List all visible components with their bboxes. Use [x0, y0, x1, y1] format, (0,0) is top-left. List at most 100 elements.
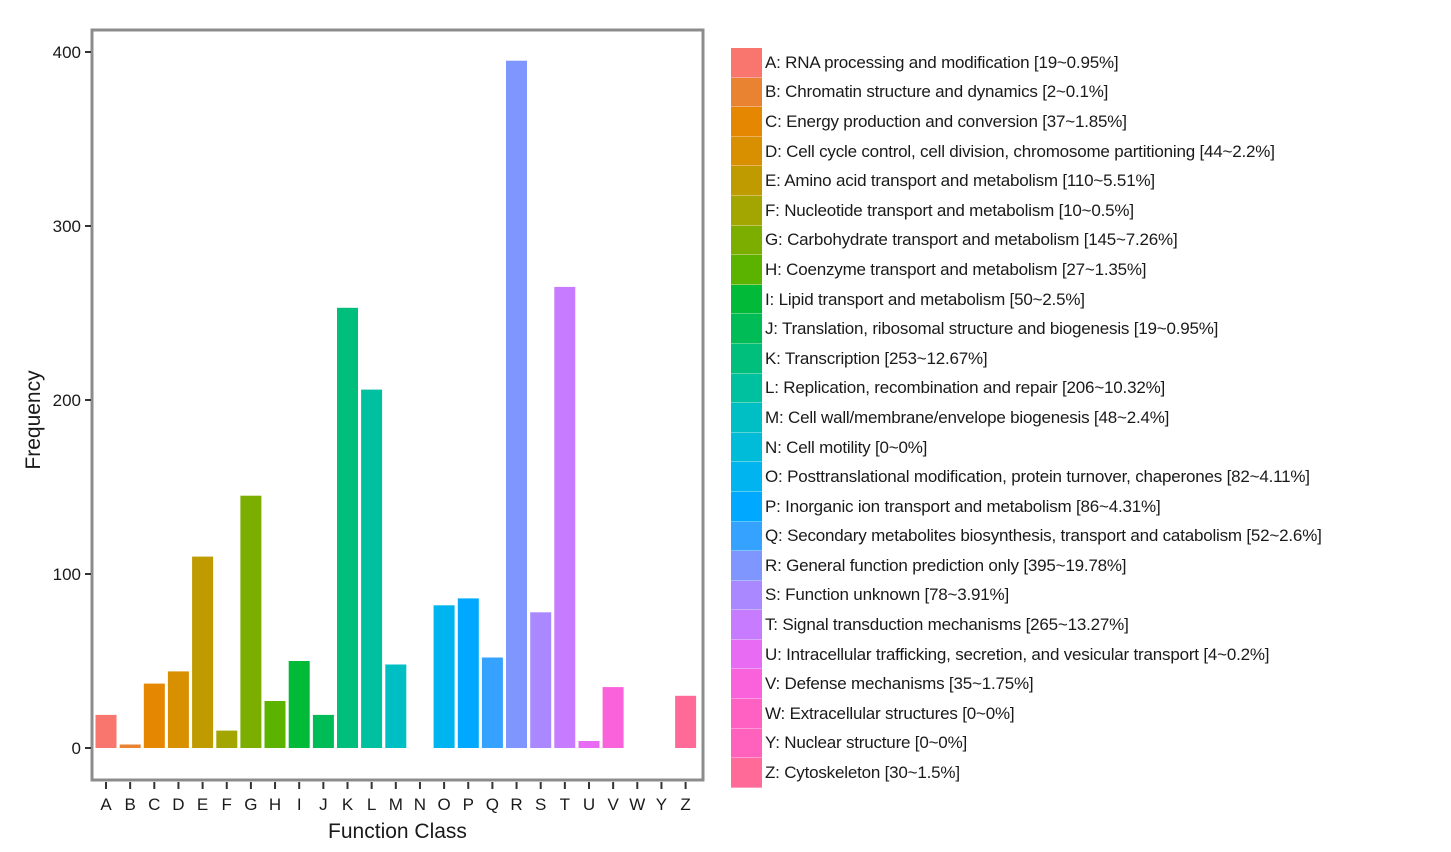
legend-key-swatch [731, 284, 762, 315]
x-tick-label: F [222, 795, 232, 814]
bar-A [95, 714, 117, 748]
legend-label: H: Coenzyme transport and metabolism [27… [765, 259, 1147, 279]
legend-key-swatch [731, 314, 762, 344]
x-tick-label: G [244, 795, 257, 814]
legend-item: D: Cell cycle control, cell division, ch… [731, 136, 1322, 167]
x-tick-label: D [172, 795, 184, 814]
x-tick-label: J [319, 795, 328, 814]
bar-D [167, 671, 189, 748]
legend-label: U: Intracellular trafficking, secretion,… [765, 644, 1270, 664]
legend: A: RNA processing and modification [19~0… [731, 48, 1322, 788]
legend-label: G: Carbohydrate transport and metabolism… [765, 230, 1178, 250]
legend-label: S: Function unknown [78~3.91%] [765, 585, 1009, 605]
legend-item: R: General function prediction only [395… [731, 551, 1322, 581]
bar-U [578, 741, 600, 748]
legend-item: J: Translation, ribosomal structure and … [731, 314, 1322, 344]
legend-item: S: Function unknown [78~3.91%] [731, 580, 1322, 611]
x-tick-label: K [342, 795, 354, 814]
legend-item: L: Replication, recombination and repair… [731, 373, 1322, 404]
legend-label: I: Lipid transport and metabolism [50~2.… [765, 289, 1085, 309]
bar-M [385, 664, 407, 748]
legend-item: N: Cell motility [0~0%] [731, 432, 1322, 463]
bar-Z [675, 695, 697, 748]
legend-key-swatch [731, 669, 762, 700]
bar-V [602, 687, 624, 748]
legend-label: Y: Nuclear structure [0~0%] [765, 733, 968, 753]
x-tick-label: R [510, 795, 522, 814]
legend-label: M: Cell wall/membrane/envelope biogenesi… [765, 407, 1170, 427]
y-axis-title: Frequency [22, 370, 45, 470]
legend-key-swatch [731, 195, 762, 226]
x-tick-label: W [629, 795, 645, 814]
x-tick-label: I [297, 795, 302, 814]
x-tick-label: A [100, 795, 112, 814]
bar-I [288, 661, 310, 748]
legend-key-swatch [731, 343, 762, 374]
legend-label: D: Cell cycle control, cell division, ch… [765, 141, 1275, 161]
x-tick-label: T [560, 795, 570, 814]
legend-key-swatch [731, 462, 762, 492]
bar-O [433, 605, 455, 748]
y-tick-label: 0 [72, 739, 81, 758]
legend-item: P: Inorganic ion transport and metabolis… [731, 491, 1322, 522]
x-axis-title: Function Class [328, 820, 467, 843]
legend-item: M: Cell wall/membrane/envelope biogenesi… [731, 403, 1322, 433]
legend-item: U: Intracellular trafficking, secretion,… [731, 639, 1322, 670]
legend-label: Z: Cytoskeleton [30~1.5%] [765, 763, 960, 783]
legend-label: F: Nucleotide transport and metabolism [… [765, 200, 1134, 220]
legend-label: P: Inorganic ion transport and metabolis… [765, 496, 1161, 516]
legend-key-swatch [731, 403, 762, 433]
legend-key-swatch [731, 48, 762, 78]
legend-label: N: Cell motility [0~0%] [765, 437, 928, 457]
x-tick-label: U [583, 795, 595, 814]
legend-item: B: Chromatin structure and dynamics [2~0… [731, 77, 1322, 108]
bar-J [312, 714, 334, 748]
legend-label: K: Transcription [253~12.67%] [765, 348, 988, 368]
bar-S [530, 612, 552, 748]
bar-K [337, 307, 358, 748]
bar-C [143, 683, 165, 748]
x-tick-label: P [463, 795, 474, 814]
y-tick-label: 100 [53, 565, 81, 584]
legend-key-swatch [731, 610, 762, 640]
legend-label: R: General function prediction only [395… [765, 555, 1127, 575]
bar-L [361, 389, 383, 748]
legend-key-swatch [731, 136, 762, 167]
x-tick-label: Z [680, 795, 690, 814]
legend-item: F: Nucleotide transport and metabolism [… [731, 195, 1322, 226]
legend-key-swatch [731, 225, 762, 256]
legend-label: E: Amino acid transport and metabolism [… [765, 171, 1155, 191]
legend-item: W: Extracellular structures [0~0%] [731, 699, 1322, 729]
x-tick-label: E [197, 795, 208, 814]
bar-H [264, 701, 286, 748]
legend-item: Z: Cytoskeleton [30~1.5%] [731, 758, 1322, 788]
y-tick-label: 200 [53, 391, 81, 410]
bar-F [216, 730, 238, 748]
x-tick-label: N [414, 795, 426, 814]
x-tick-label: B [124, 795, 135, 814]
x-tick-label: H [269, 795, 281, 814]
legend-label: C: Energy production and conversion [37~… [765, 111, 1127, 131]
x-tick-label: C [148, 795, 160, 814]
legend-key-swatch [731, 373, 762, 404]
legend-key-swatch [731, 551, 762, 581]
legend-key-swatch [731, 432, 762, 463]
legend-key-swatch [731, 77, 762, 108]
legend-label: A: RNA processing and modification [19~0… [765, 52, 1119, 72]
y-tick-label: 400 [53, 43, 81, 62]
bar-R [506, 60, 527, 748]
legend-key-swatch [731, 758, 762, 788]
legend-label: T: Signal transduction mechanisms [265~1… [765, 615, 1129, 635]
x-tick-label: Q [486, 795, 499, 814]
legend-label: L: Replication, recombination and repair… [765, 378, 1166, 398]
bar-B [119, 744, 141, 748]
y-tick-label: 300 [53, 217, 81, 236]
legend-label: V: Defense mechanisms [35~1.75%] [765, 674, 1034, 694]
bar-T [554, 286, 576, 748]
legend-item: E: Amino acid transport and metabolism [… [731, 166, 1322, 196]
legend-item: G: Carbohydrate transport and metabolism… [731, 225, 1322, 256]
legend-key-swatch [731, 491, 762, 522]
legend-key-swatch [731, 166, 762, 196]
x-tick-label: O [437, 795, 450, 814]
